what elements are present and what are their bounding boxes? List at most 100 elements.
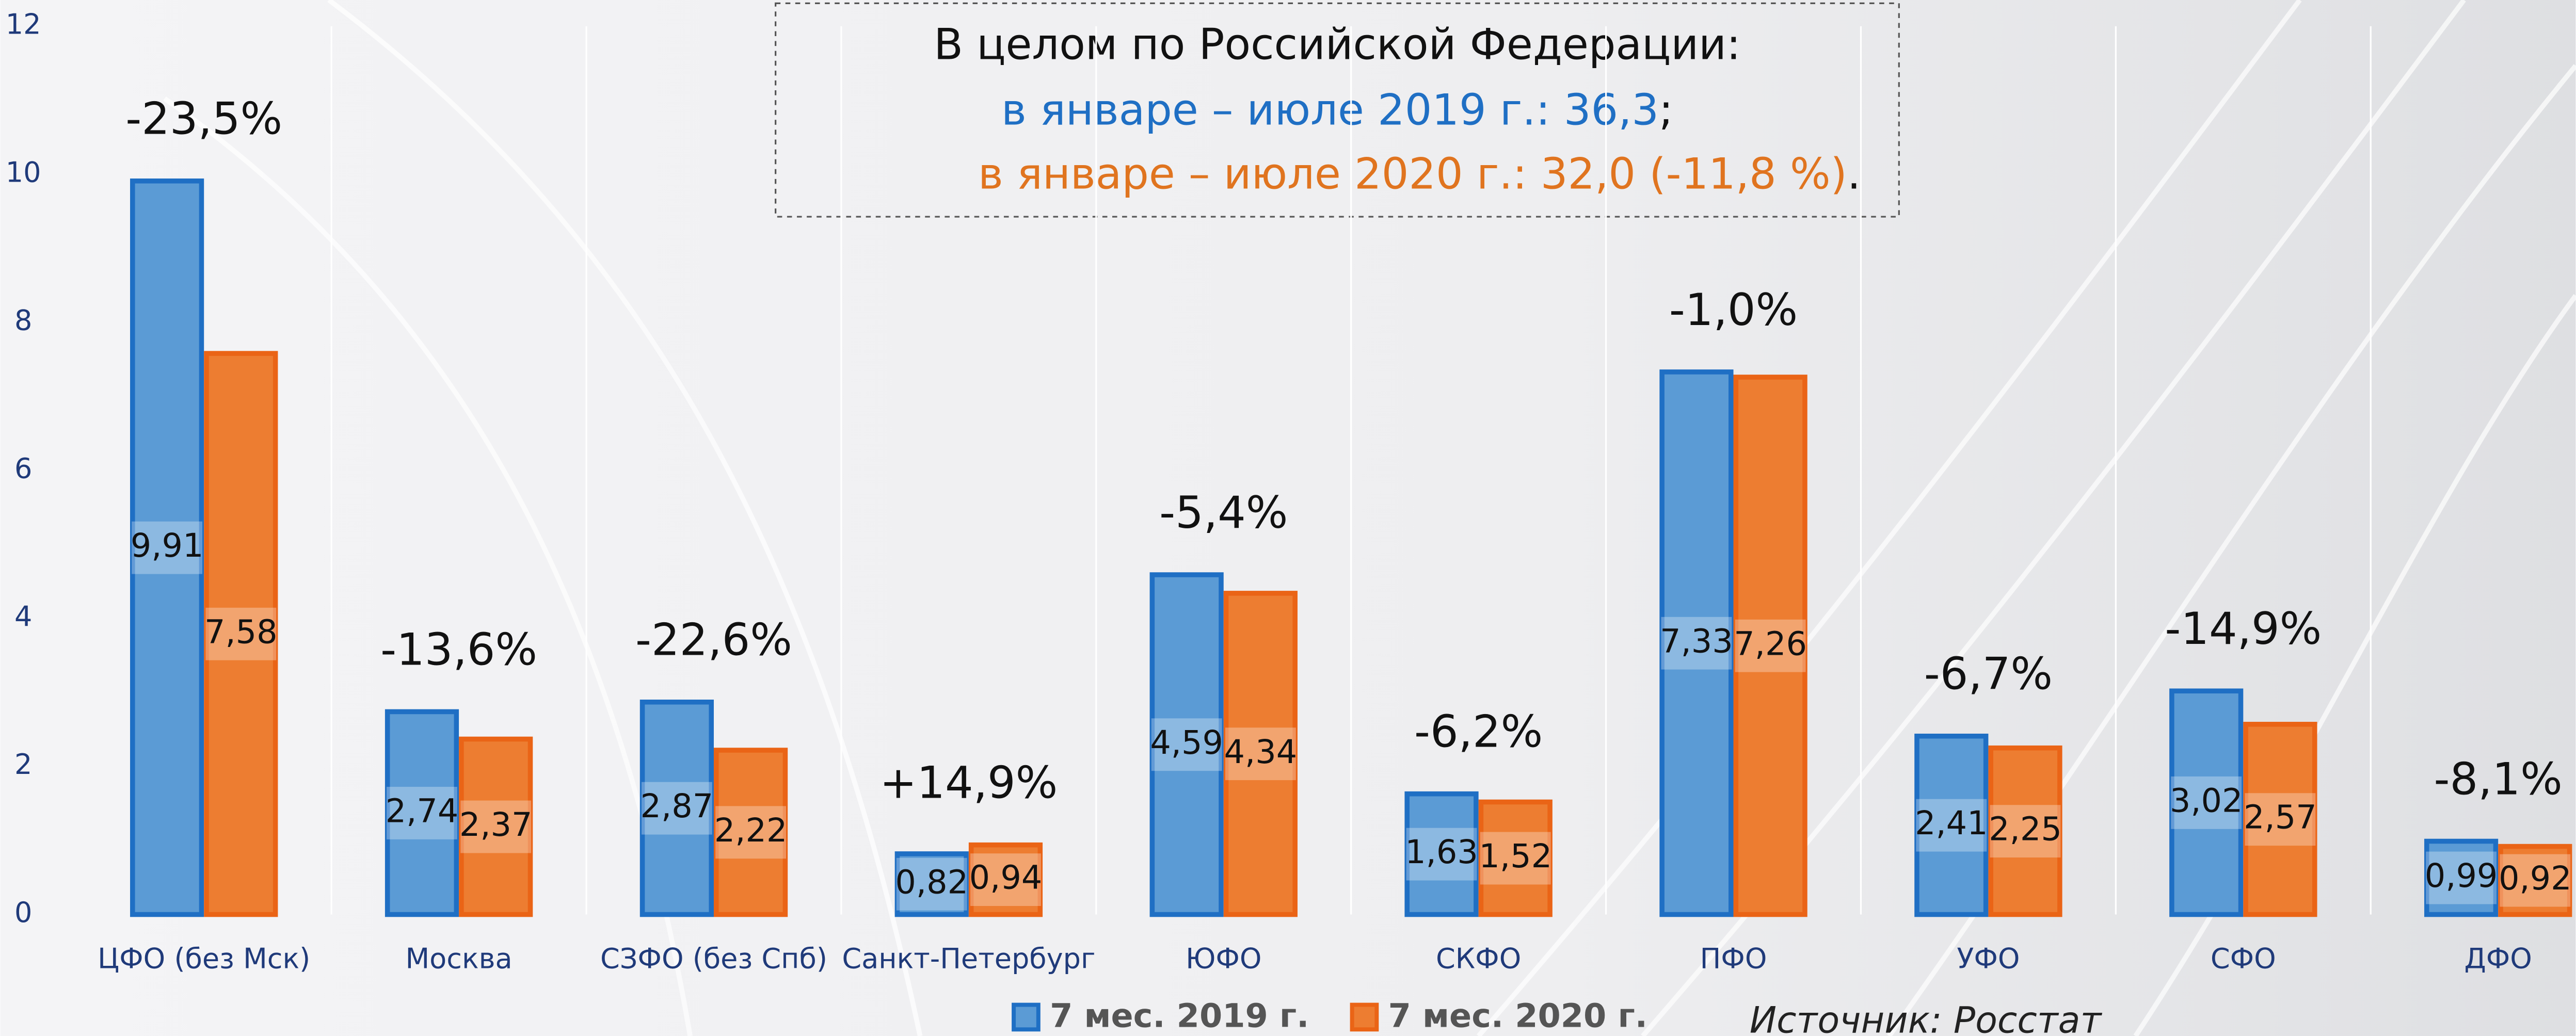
y-tick-label: 6 xyxy=(14,452,32,484)
value-label: 2,22 xyxy=(714,812,788,850)
x-tick-label: ПФО xyxy=(1700,942,1767,975)
bar xyxy=(639,699,714,917)
summary-2020-text: в январе – июле 2020 г.: 32,0 (-11,8 %) xyxy=(978,149,1847,199)
value-label: 2,87 xyxy=(641,787,714,825)
value-label: 0,82 xyxy=(895,863,968,901)
value-label: 7,26 xyxy=(1734,625,1807,663)
source: Источник: Росстат xyxy=(1750,999,2103,1036)
value-label: 0,94 xyxy=(969,859,1043,897)
value-label-bg xyxy=(1661,617,1732,670)
summary-title: В целом по Российской Федерации: xyxy=(934,20,1741,70)
value-label-bg xyxy=(1480,832,1551,885)
y-tick-label: 2 xyxy=(14,748,32,781)
value-label: 0,99 xyxy=(2425,857,2498,895)
change-annotation: -5,4% xyxy=(1159,487,1288,539)
value-label-bg xyxy=(1151,718,1222,771)
value-label-bg xyxy=(2245,793,2316,846)
x-tick-label: Москва xyxy=(406,942,513,975)
change-annotation: -13,6% xyxy=(380,624,537,675)
value-label: 2,41 xyxy=(1915,804,1988,843)
value-label-bg xyxy=(1406,828,1477,881)
change-annotation: +14,9% xyxy=(879,757,1058,809)
value-label-bg xyxy=(896,857,967,911)
value-label-bg xyxy=(1225,727,1296,781)
bar xyxy=(1478,799,1553,917)
value-label: 1,52 xyxy=(1479,837,1552,876)
value-label-bg xyxy=(205,607,277,660)
legend-label: 7 мес. 2019 г. xyxy=(1050,997,1309,1035)
x-tick-label: СКФО xyxy=(1436,942,1521,975)
y-tick-label: 0 xyxy=(14,896,32,929)
change-annotation: -1,0% xyxy=(1669,284,1798,336)
value-label: 2,25 xyxy=(1989,811,2062,849)
value-label: 2,57 xyxy=(2244,799,2317,837)
bar xyxy=(204,351,278,917)
x-tick-label: ЮФО xyxy=(1186,942,1262,975)
bar xyxy=(1914,733,1989,917)
y-tick-label: 10 xyxy=(6,156,41,188)
change-annotation: -14,9% xyxy=(2165,603,2322,655)
x-tick-label: Санкт-Петербург xyxy=(842,942,1095,975)
value-label-bg xyxy=(2426,851,2497,904)
x-tick-label: ДФО xyxy=(2464,942,2532,975)
value-label: 9,91 xyxy=(131,527,204,565)
bar xyxy=(130,178,204,917)
legend-swatch xyxy=(1012,1002,1041,1032)
value-label-bg xyxy=(132,521,203,574)
bar xyxy=(2169,688,2244,917)
summary-2019-text: в январе – июле 2019 г.: 36,3 xyxy=(1001,85,1659,135)
change-annotation: -23,5% xyxy=(125,93,282,145)
x-tick-label: УФО xyxy=(1957,942,2020,975)
bar xyxy=(2498,844,2572,917)
value-label-bg xyxy=(715,806,787,859)
legend-swatch xyxy=(1350,1002,1379,1032)
x-tick-label: СЗФО (без Спб) xyxy=(600,942,827,975)
change-annotation: -6,2% xyxy=(1414,706,1543,758)
bar xyxy=(1988,745,2062,917)
y-tick-label: 4 xyxy=(14,600,32,633)
bar xyxy=(1404,791,1479,917)
bar xyxy=(2424,838,2499,917)
value-label: 4,59 xyxy=(1150,724,1223,762)
summary-2020-end: . xyxy=(1847,149,1861,199)
value-label-bg xyxy=(2500,854,2571,907)
value-label: 3,02 xyxy=(2170,782,2243,820)
bar xyxy=(1149,572,1224,917)
bar xyxy=(2243,722,2317,917)
value-label: 2,74 xyxy=(386,792,459,831)
summary-box xyxy=(775,2,1900,218)
value-label-bg xyxy=(1990,805,2061,858)
value-label: 4,34 xyxy=(1224,733,1298,771)
value-label: 1,63 xyxy=(1405,833,1478,871)
legend-label: 7 мес. 2020 г. xyxy=(1388,997,1647,1035)
value-label-bg xyxy=(641,782,712,835)
bar xyxy=(713,748,788,917)
y-tick-label: 8 xyxy=(14,304,32,336)
value-label-bg xyxy=(1916,799,1987,852)
bar xyxy=(968,842,1043,917)
value-label-bg xyxy=(1735,619,1806,672)
x-tick-label: ЦФО (без Мск) xyxy=(98,942,310,975)
x-tick-label: СФО xyxy=(2211,942,2276,975)
bar xyxy=(894,851,969,917)
value-label-bg xyxy=(2171,776,2242,829)
value-label: 7,33 xyxy=(1660,622,1733,660)
bar xyxy=(1733,375,1807,917)
change-annotation: -6,7% xyxy=(1924,649,2053,700)
y-tick-label: 12 xyxy=(6,8,41,41)
value-label: 2,37 xyxy=(459,806,533,844)
summary-2020: в январе – июле 2020 г.: 32,0 (-11,8 %). xyxy=(978,149,1861,199)
bar xyxy=(1659,369,1734,917)
bar xyxy=(1223,591,1298,917)
bar xyxy=(459,736,533,917)
change-annotation: -22,6% xyxy=(635,614,792,666)
summary-2019: в январе – июле 2019 г.: 36,3; xyxy=(1001,85,1673,135)
value-label-bg xyxy=(460,800,532,853)
bar xyxy=(385,709,459,917)
summary-2019-end: ; xyxy=(1659,85,1673,135)
value-label-bg xyxy=(970,853,1041,906)
change-annotation: -8,1% xyxy=(2434,753,2563,805)
value-label: 7,58 xyxy=(204,613,278,651)
